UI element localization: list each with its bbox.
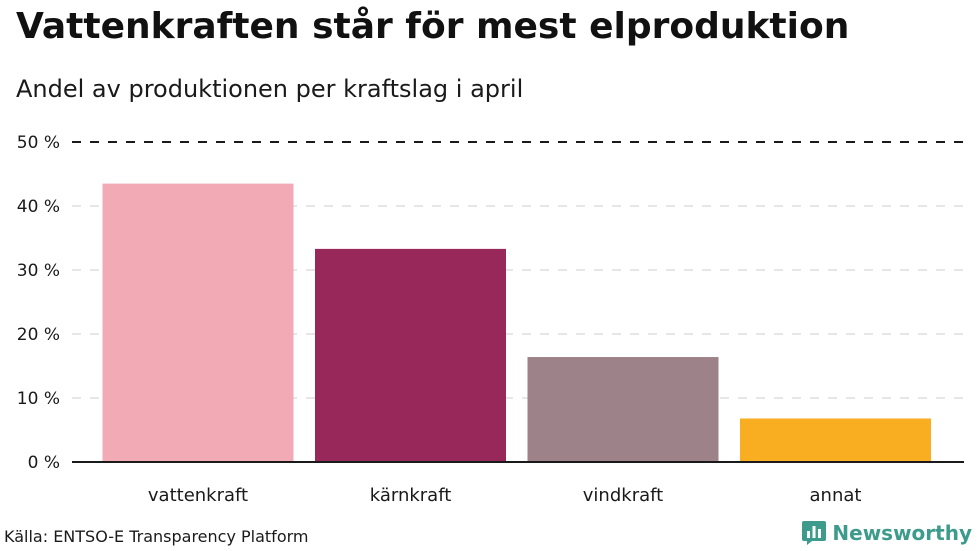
y-tick-labels: 0 % 10 % 20 % 30 % 40 % 50 % <box>17 133 60 473</box>
brand-logo: Newsworthy <box>802 521 972 545</box>
x-category-label: annat <box>810 485 862 506</box>
bar-chart-logo-icon <box>802 521 827 545</box>
y-tick-label: 50 % <box>17 133 60 153</box>
y-tick-label: 10 % <box>17 389 60 409</box>
bar-vindkraft <box>527 357 719 462</box>
y-tick-label: 0 % <box>28 453 60 473</box>
brand-name: Newsworthy <box>832 521 972 545</box>
y-tick-label: 30 % <box>17 261 60 281</box>
y-tick-label: 40 % <box>17 197 60 217</box>
bar-chart: 0 % 10 % 20 % 30 % 40 % 50 % vattenkraft kärnk… <box>17 133 964 506</box>
x-category-labels: vattenkraft kärnkraft vindkraft annat <box>148 485 862 506</box>
x-category-label: vindkraft <box>583 485 663 506</box>
bar-annat <box>740 418 931 462</box>
x-category-label: kärnkraft <box>370 485 452 506</box>
y-tick-label: 20 % <box>17 325 60 345</box>
source-note: Källa: ENTSO-E Transparency Platform <box>4 527 309 546</box>
chart-title: Vattenkraften står för mest elproduktion <box>16 6 850 47</box>
chart-subtitle: Andel av produktionen per kraftslag i ap… <box>16 75 524 103</box>
x-category-label: vattenkraft <box>148 485 248 506</box>
bars-layer <box>102 183 931 462</box>
bar-kärnkraft <box>315 248 506 462</box>
bar-vattenkraft <box>102 183 294 462</box>
